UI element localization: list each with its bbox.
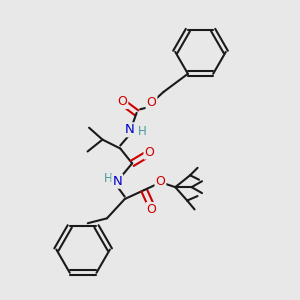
Text: O: O [146,96,156,109]
Text: O: O [117,95,127,108]
Text: N: N [124,123,134,136]
Text: H: H [138,125,146,138]
Text: N: N [112,175,122,188]
Text: O: O [146,203,156,216]
Text: O: O [155,175,165,188]
Text: O: O [145,146,154,159]
Text: H: H [103,172,112,185]
